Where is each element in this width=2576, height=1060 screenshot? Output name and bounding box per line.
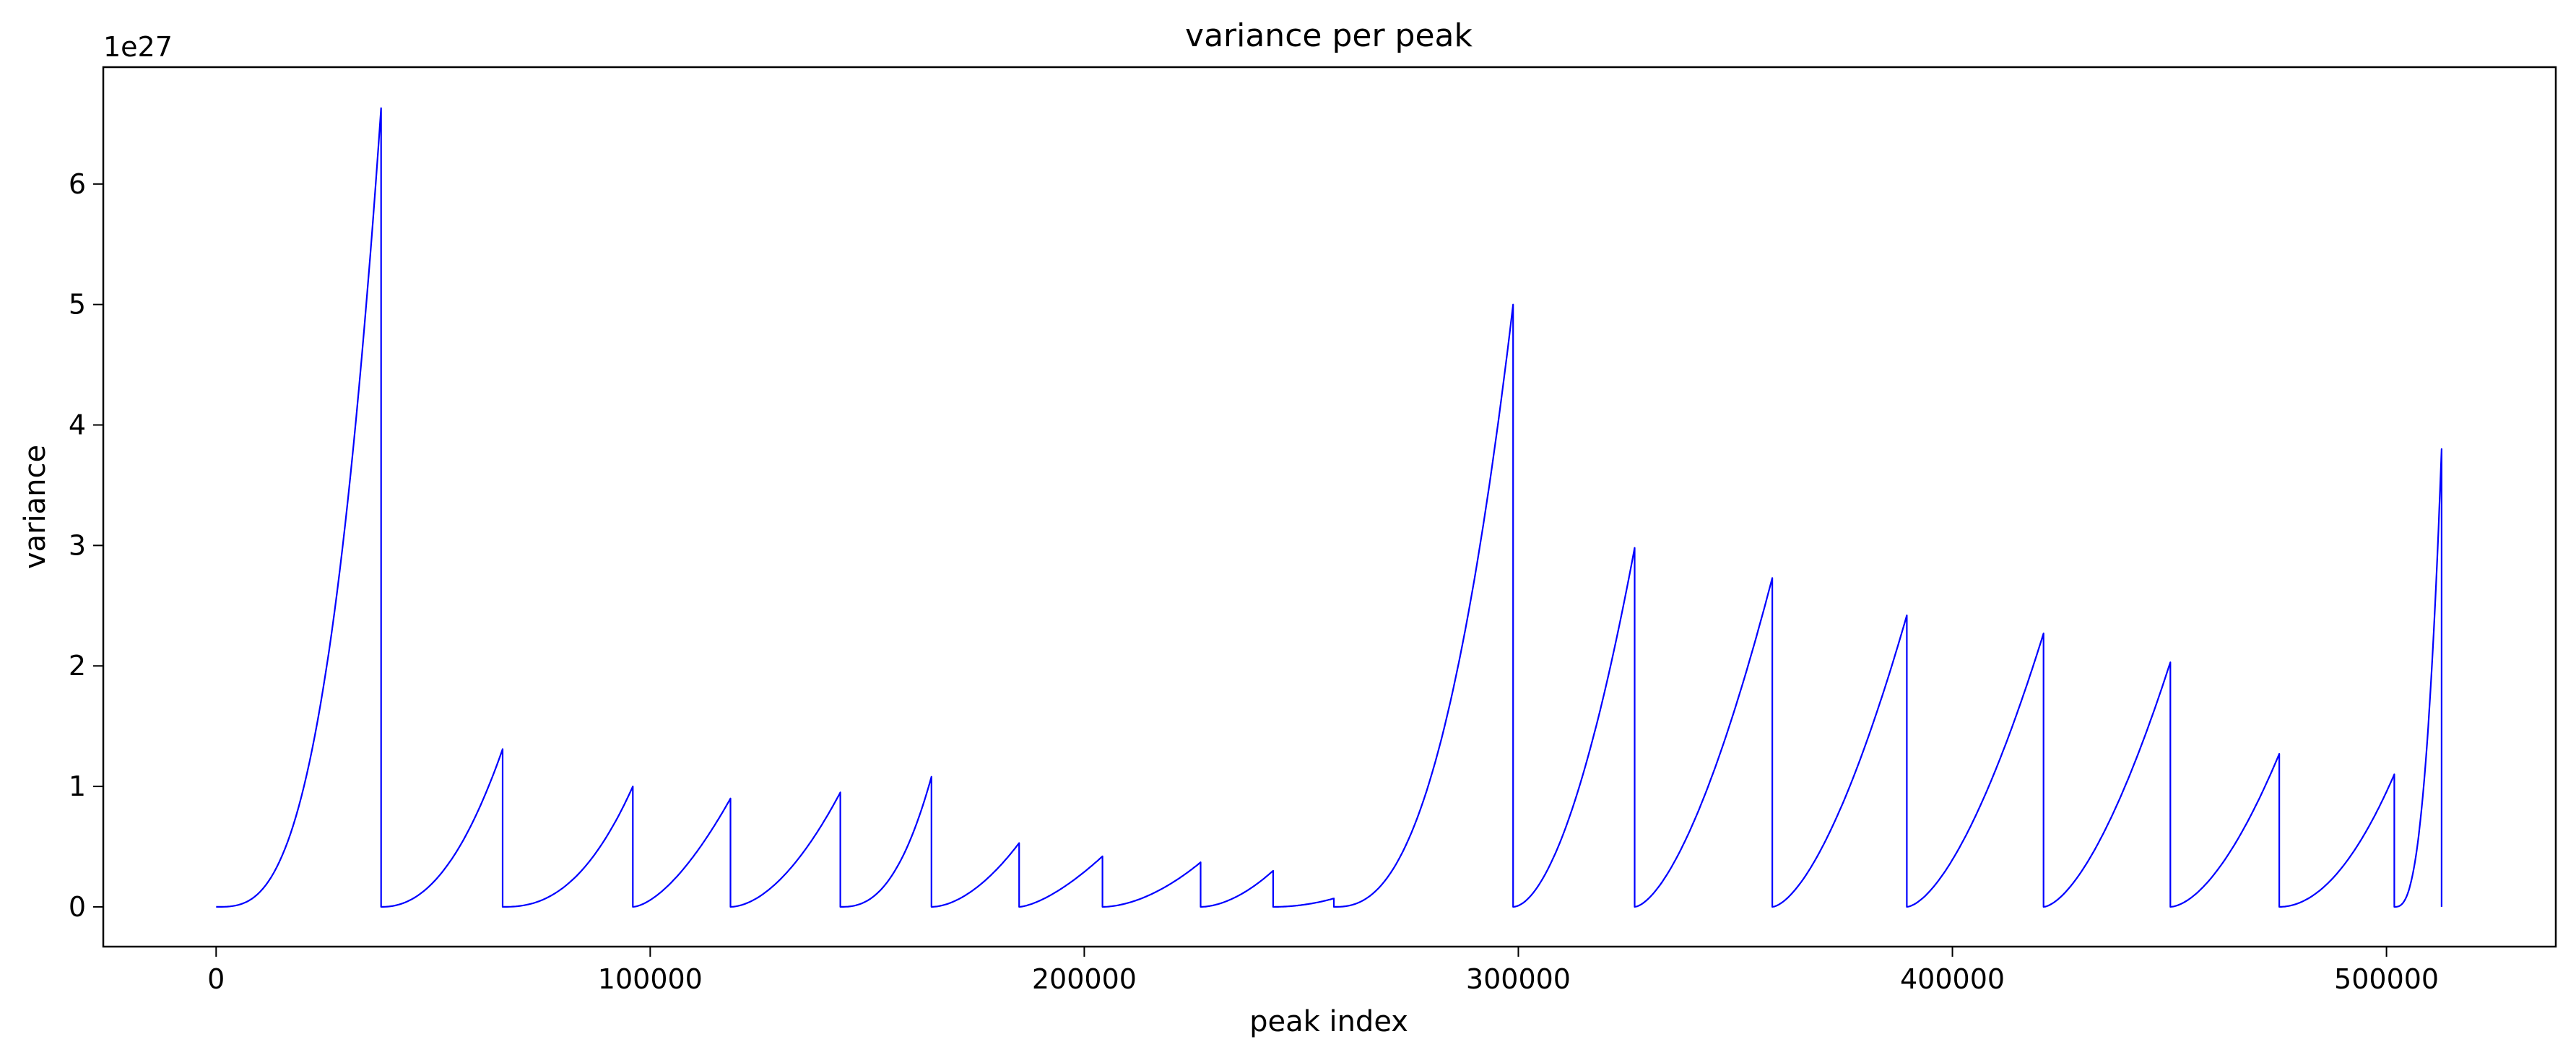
x-axis-label: peak index bbox=[1249, 1005, 1408, 1038]
x-tick-label: 100000 bbox=[598, 963, 703, 995]
variance-series-line bbox=[216, 107, 2442, 908]
chart-title: variance per peak bbox=[1185, 17, 1473, 54]
y-tick-label: 1 bbox=[69, 770, 86, 802]
y-tick-label: 2 bbox=[69, 650, 86, 682]
x-tick-label: 300000 bbox=[1466, 963, 1571, 995]
x-tick-label: 400000 bbox=[1900, 963, 2005, 995]
y-tick-label: 0 bbox=[69, 891, 86, 923]
x-tick-label: 0 bbox=[207, 963, 225, 995]
y-tick-label: 6 bbox=[69, 168, 86, 200]
y-tick-label: 5 bbox=[69, 289, 86, 321]
x-axis-ticks: 0 100000 200000 300000 400000 500000 bbox=[207, 947, 2439, 995]
y-tick-label: 4 bbox=[69, 409, 86, 441]
y-tick-label: 3 bbox=[69, 529, 86, 561]
y-axis-offset-label: 1e27 bbox=[103, 31, 173, 63]
y-axis-ticks: 0 1 2 3 4 5 6 bbox=[69, 168, 103, 923]
axes-frame bbox=[102, 66, 2557, 948]
plot-area bbox=[216, 107, 2442, 908]
y-axis-label: variance bbox=[19, 445, 52, 569]
x-tick-label: 500000 bbox=[2334, 963, 2439, 995]
x-tick-label: 200000 bbox=[1032, 963, 1137, 995]
